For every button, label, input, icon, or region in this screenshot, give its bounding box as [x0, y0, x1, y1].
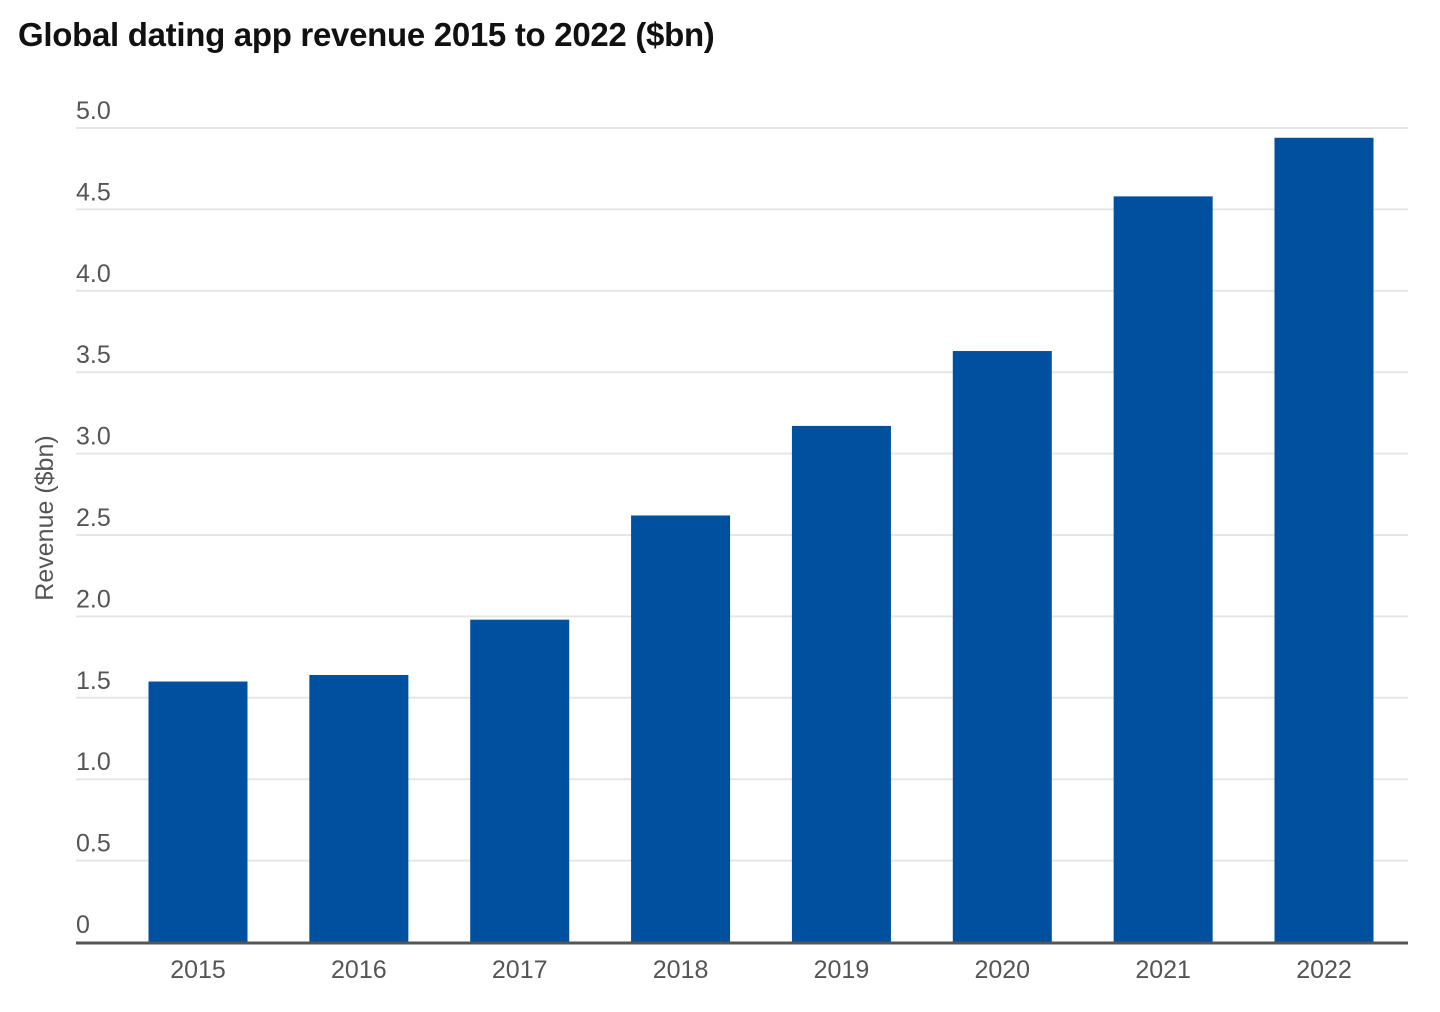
y-axis-title: Revenue ($bn)	[31, 435, 59, 600]
bar-2015	[148, 681, 248, 942]
y-tick-label: 2.5	[76, 504, 111, 532]
bars	[148, 137, 1374, 943]
bar-2021	[1113, 196, 1213, 943]
x-tick-label: 2016	[331, 956, 387, 984]
y-tick-label: 4.5	[76, 178, 111, 206]
bar-2018	[631, 515, 731, 942]
x-tick-label: 2015	[170, 956, 226, 984]
y-tick-labels: 0 0.5 1.0 1.5 2.0 2.5 3.0 3.5 4.0 4.5 5.0	[76, 97, 111, 939]
bar-2020	[952, 351, 1052, 942]
bar-2017	[470, 619, 570, 942]
y-tick-label: 2.0	[76, 585, 111, 613]
bar-2016	[309, 675, 409, 942]
x-tick-label: 2021	[1135, 956, 1191, 984]
y-tick-label: 1.0	[76, 748, 111, 776]
y-tick-label: 0.5	[76, 830, 111, 858]
x-tick-label: 2017	[492, 956, 548, 984]
y-tick-label: 0	[76, 911, 90, 939]
y-tick-label: 3.5	[76, 341, 111, 369]
chart-title: Global dating app revenue 2015 to 2022 (…	[18, 16, 715, 53]
y-tick-label: 5.0	[76, 97, 111, 125]
bar-2019	[791, 425, 891, 942]
y-tick-label: 4.0	[76, 260, 111, 288]
y-tick-label: 3.0	[76, 423, 111, 451]
x-tick-label: 2018	[653, 956, 709, 984]
x-tick-labels: 2015 2016 2017 2018 2019 2020 2021 2022	[170, 956, 1352, 984]
x-tick-label: 2019	[814, 956, 870, 984]
bar-2022	[1274, 137, 1374, 942]
x-tick-label: 2020	[974, 956, 1030, 984]
x-tick-label: 2022	[1296, 956, 1352, 984]
y-tick-label: 1.5	[76, 667, 111, 695]
